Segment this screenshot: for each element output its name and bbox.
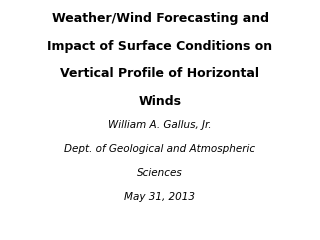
Text: Winds: Winds (139, 95, 181, 108)
Text: May 31, 2013: May 31, 2013 (124, 192, 196, 202)
Text: William A. Gallus, Jr.: William A. Gallus, Jr. (108, 120, 212, 130)
Text: Impact of Surface Conditions on: Impact of Surface Conditions on (47, 40, 273, 53)
Text: Dept. of Geological and Atmospheric: Dept. of Geological and Atmospheric (64, 144, 256, 154)
Text: Weather/Wind Forecasting and: Weather/Wind Forecasting and (52, 12, 268, 25)
Text: Sciences: Sciences (137, 168, 183, 178)
Text: Vertical Profile of Horizontal: Vertical Profile of Horizontal (60, 67, 260, 80)
